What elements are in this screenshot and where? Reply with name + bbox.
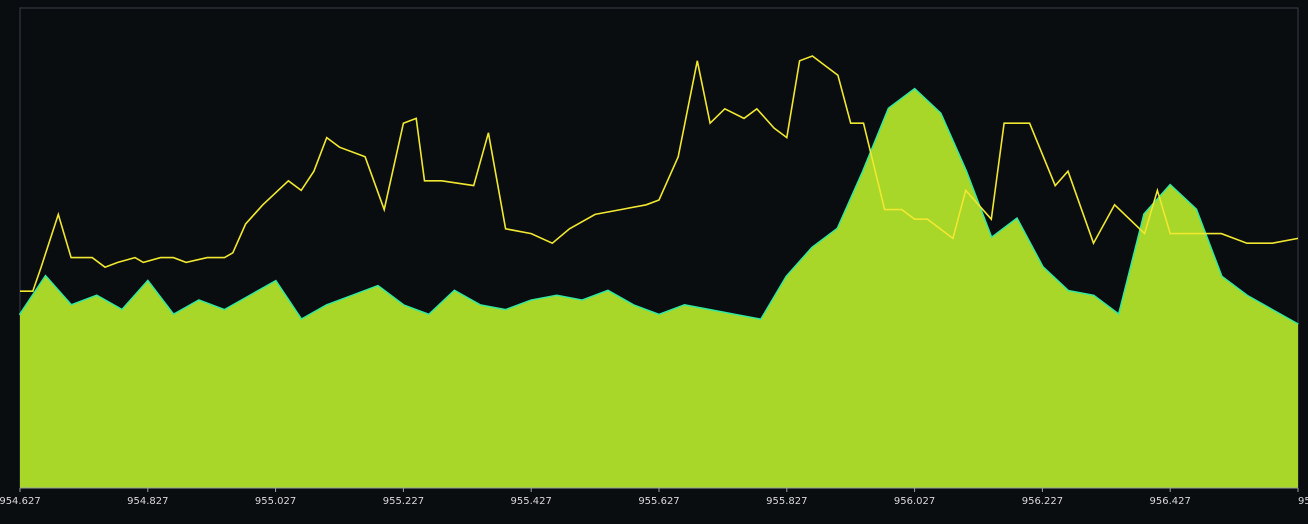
x-tick-label: 956.6: [1298, 496, 1308, 507]
x-axis-ticks: 954.627 954.827 955.027 955.227 955.427 955.6…: [0, 488, 1308, 507]
x-tick-label: 955.227: [383, 496, 424, 507]
x-tick-label: 954.827: [127, 496, 168, 507]
x-tick-label: 956.027: [894, 496, 935, 507]
x-tick-label: 956.427: [1150, 496, 1191, 507]
x-tick-label: 955.427: [511, 496, 552, 507]
x-tick-label: 955.627: [638, 496, 679, 507]
signal-area-fill: [20, 89, 1298, 488]
x-tick-label: 955.027: [255, 496, 296, 507]
peak-hold-line: [20, 55, 1299, 292]
x-tick-label: 956.227: [1022, 496, 1063, 507]
x-tick-label: 954.627: [0, 496, 41, 507]
x-tick-label: 955.827: [766, 496, 807, 507]
